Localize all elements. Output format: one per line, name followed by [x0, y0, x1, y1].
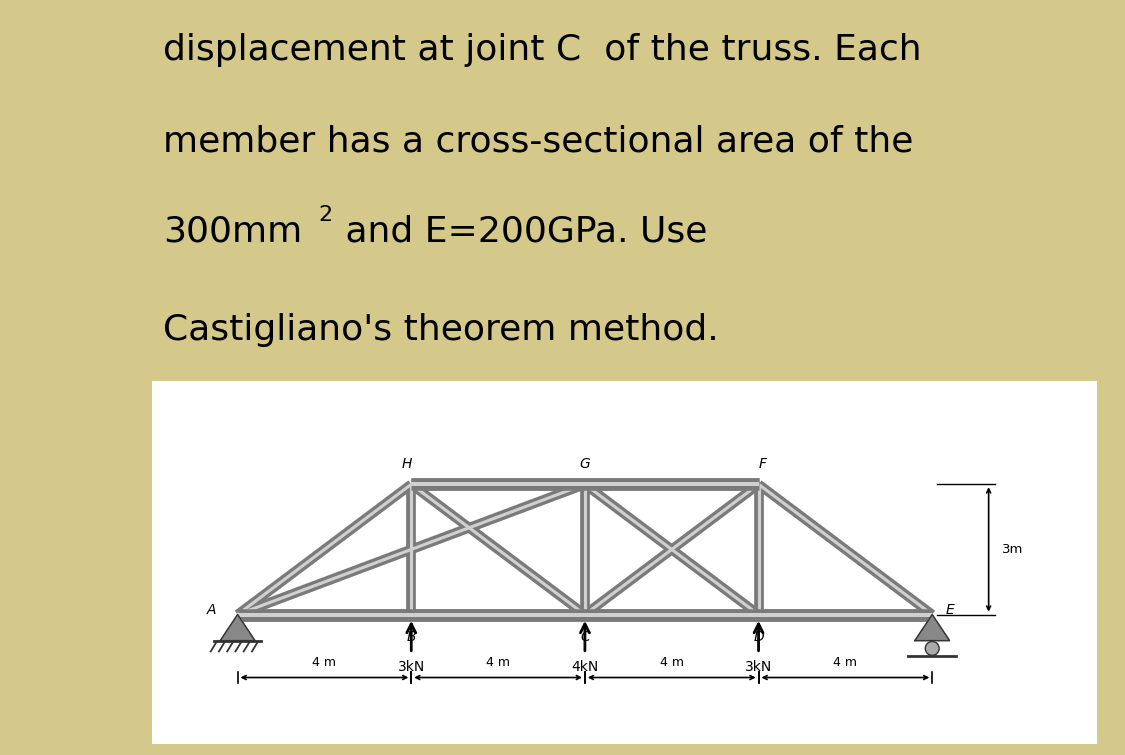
Text: F: F	[759, 458, 767, 471]
Text: B: B	[406, 630, 416, 644]
Text: C: C	[580, 630, 590, 644]
Text: E: E	[945, 603, 954, 618]
Text: 4 m: 4 m	[834, 656, 857, 669]
Text: 4 m: 4 m	[659, 656, 684, 669]
Text: and E=200GPa. Use: and E=200GPa. Use	[334, 214, 708, 248]
Text: member has a cross-sectional area of the: member has a cross-sectional area of the	[163, 124, 914, 158]
Text: 3m: 3m	[1001, 543, 1023, 556]
Text: 4 m: 4 m	[486, 656, 510, 669]
Text: G: G	[579, 458, 591, 471]
Text: 3kN: 3kN	[397, 660, 425, 674]
Text: 3kN: 3kN	[745, 660, 772, 674]
Text: H: H	[402, 458, 412, 471]
Text: A: A	[206, 603, 216, 618]
Text: Castigliano's theorem method.: Castigliano's theorem method.	[163, 313, 719, 347]
Text: 4kN: 4kN	[572, 660, 598, 674]
Text: 300mm: 300mm	[163, 214, 303, 248]
Polygon shape	[915, 615, 949, 640]
Text: D: D	[754, 630, 764, 644]
Text: displacement at joint C  of the truss. Each: displacement at joint C of the truss. Ea…	[163, 33, 921, 67]
Text: 4 m: 4 m	[313, 656, 336, 669]
Polygon shape	[220, 615, 255, 640]
Circle shape	[925, 642, 939, 655]
Text: 2: 2	[318, 205, 333, 225]
